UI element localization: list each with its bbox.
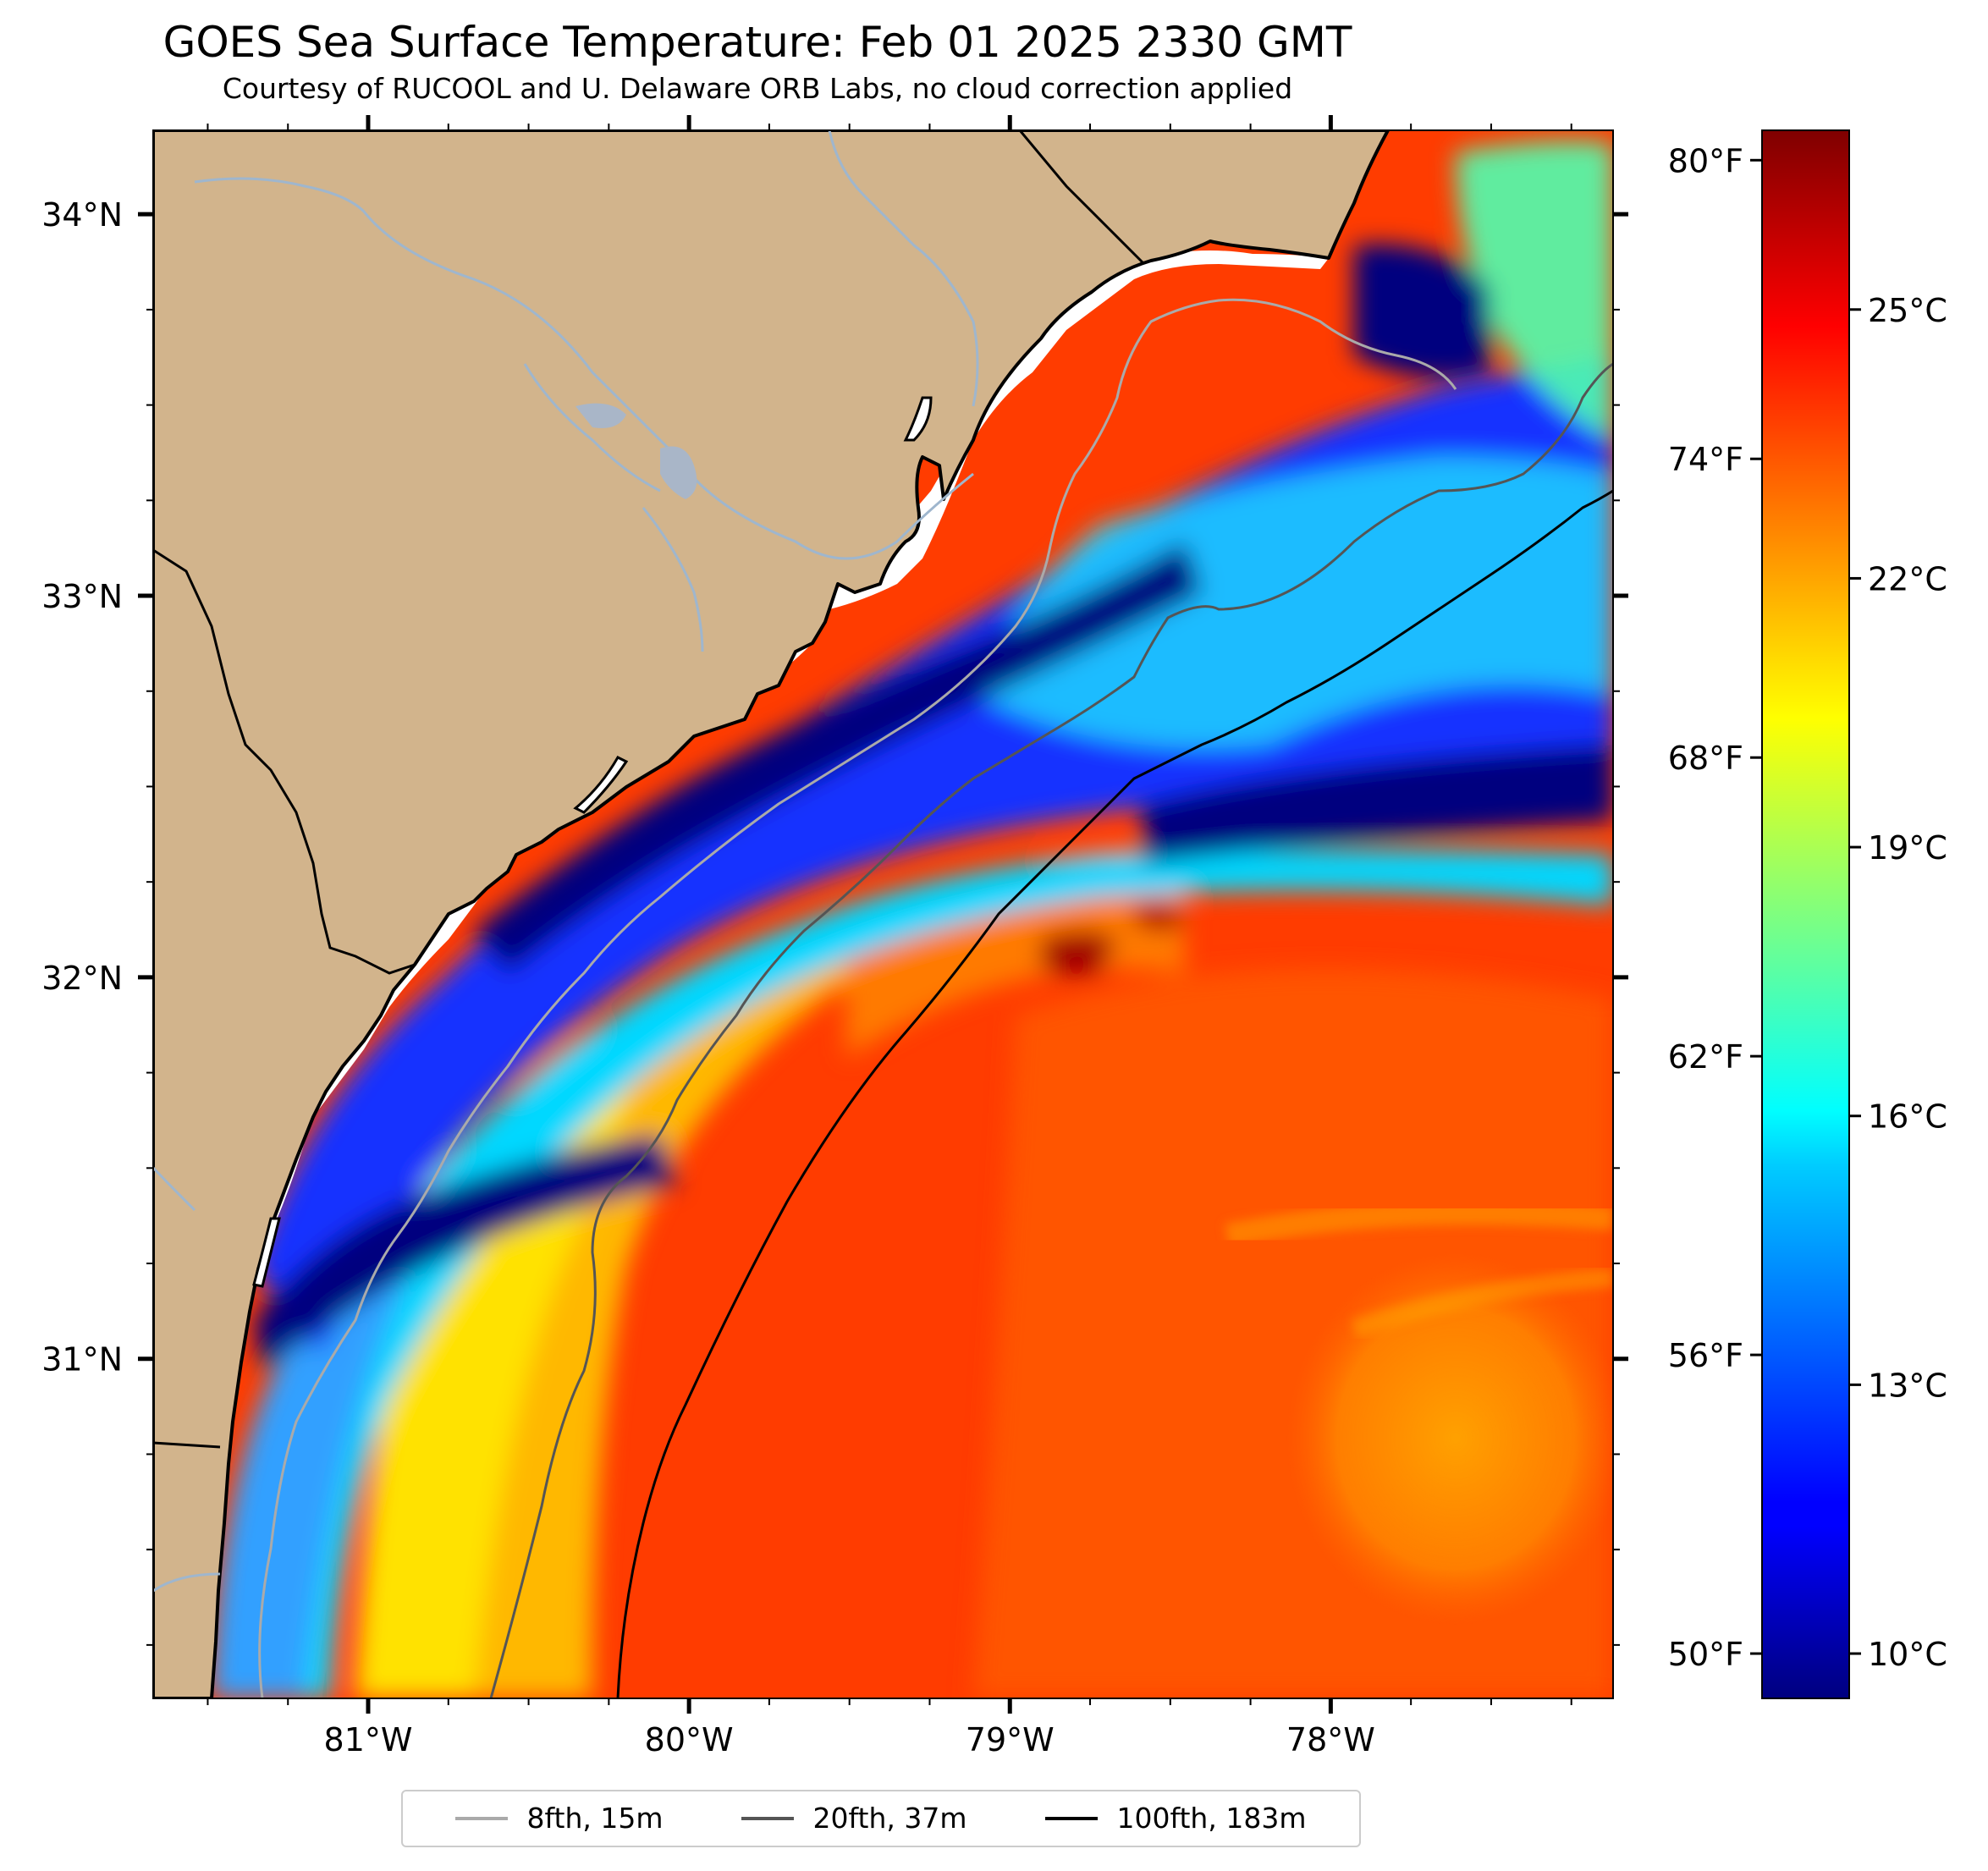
colorbar-celsius-label: 13°C [1868,1367,1947,1404]
sst-dark-blue-northeast [1354,244,1490,378]
lat-tick-label: 32°N [41,960,123,997]
colorbar-fahrenheit-label: 68°F [1668,740,1743,777]
legend-entry-20fth: 20fth, 37m [741,1802,966,1835]
sst-warm-eddy [1286,1252,1613,1625]
colorbar-celsius-label: 25°C [1868,292,1947,329]
sst-dark-blue-coastal-north [474,542,1202,973]
map-title: GOES Sea Surface Temperature: Feb 01 202… [162,18,1352,67]
land-mass [153,130,1390,1698]
contour-legend: 8fth, 15m 20fth, 37m 100fth, 183m [401,1790,1361,1847]
colorbar-celsius-label: 10°C [1868,1636,1947,1673]
colorbar [1761,129,1850,1699]
colorbar-fahrenheit-label: 50°F [1668,1636,1743,1673]
sst-cyan-patches [973,457,1613,748]
legend-entry-100fth: 100fth, 183m [1045,1802,1306,1835]
sst-green-northeast [1456,140,1613,440]
colorbar-fahrenheit-label: 80°F [1668,142,1743,179]
contour-8fth [258,298,1457,1698]
sst-dark-red-spot-2 [1134,902,1185,931]
legend-line-8fth [455,1817,509,1820]
sst-orange-filament [1225,1201,1613,1247]
map-area [153,130,1613,1698]
lat-tick-label: 31°N [41,1341,123,1378]
sst-dark-blue-offshore [1143,745,1613,863]
coastal-inlet-3 [252,1217,281,1288]
lon-tick-label: 79°W [966,1721,1055,1758]
legend-entry-8fth: 8fth, 15m [455,1802,664,1835]
lake-moultrie [575,403,626,428]
axis-ticks [138,115,1628,1714]
sst-dark-blue-coastal [254,1134,677,1371]
map-subtitle: Courtesy of RUCOOL and U. Delaware ORB L… [222,72,1293,105]
lake-marion [660,446,697,499]
lon-tick-label: 81°W [324,1721,413,1758]
sst-dark-red-spot [1041,931,1117,977]
contour-100fth [616,489,1613,1698]
sst-orange-filament-2 [1351,1268,1613,1338]
sst-light-blue-band [212,1185,440,1698]
lon-tick-label: 80°W [645,1721,734,1758]
legend-label-20fth: 20fth, 37m [812,1802,967,1835]
sst-cyan-band [237,850,1613,1698]
legend-line-20fth [741,1817,795,1820]
lat-tick-label: 34°N [41,196,123,234]
axis-tick-labels: 81°W 80°W 79°W 78°W 34°N 33°N 32°N 31°N [41,196,1375,1758]
lat-tick-label: 33°N [41,578,123,615]
lon-tick-label: 78°W [1286,1721,1375,1758]
colorbar-celsius-label: 16°C [1868,1098,1947,1136]
colorbar-fahrenheit-label: 62°F [1668,1038,1743,1076]
rivers [153,130,979,1593]
colorbar-fahrenheit-label: 74°F [1668,441,1743,478]
colorbar-fahrenheit-label: 56°F [1668,1337,1743,1374]
coastal-inlet-2 [573,756,629,814]
sst-field [212,140,1613,1698]
colorbar-celsius-label: 22°C [1868,560,1947,597]
state-borders [153,130,1144,1449]
colorbar-celsius-label: 19°C [1868,829,1947,867]
legend-label-8fth: 8fth, 15m [526,1802,664,1835]
contour-20fth [489,362,1613,1698]
legend-line-100fth [1045,1817,1099,1820]
legend-label-100fth: 100fth, 183m [1116,1802,1307,1835]
coastal-inlet-1 [903,396,933,442]
colorbar-ticks: 10°C 13°C 16°C 19°C 22°C 25°C 50°F 56°F 62°F 68°F… [1668,142,1947,1673]
map-frame [152,129,1614,1699]
